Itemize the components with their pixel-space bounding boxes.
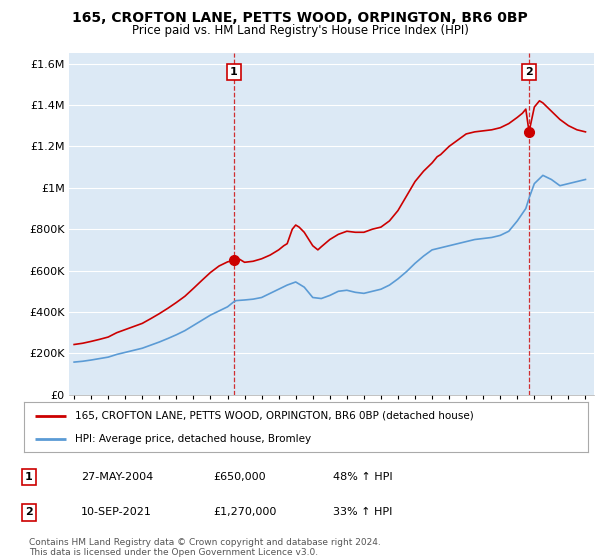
- Text: Contains HM Land Registry data © Crown copyright and database right 2024.
This d: Contains HM Land Registry data © Crown c…: [29, 538, 380, 557]
- Text: 2: 2: [525, 67, 533, 77]
- Text: 1: 1: [25, 472, 32, 482]
- Text: 1: 1: [230, 67, 238, 77]
- Text: 33% ↑ HPI: 33% ↑ HPI: [333, 507, 392, 517]
- Text: HPI: Average price, detached house, Bromley: HPI: Average price, detached house, Brom…: [75, 434, 311, 444]
- Text: 10-SEP-2021: 10-SEP-2021: [81, 507, 152, 517]
- Text: 2: 2: [25, 507, 32, 517]
- Text: £650,000: £650,000: [213, 472, 266, 482]
- Text: £1,270,000: £1,270,000: [213, 507, 277, 517]
- Text: 27-MAY-2004: 27-MAY-2004: [81, 472, 153, 482]
- Text: 165, CROFTON LANE, PETTS WOOD, ORPINGTON, BR6 0BP (detached house): 165, CROFTON LANE, PETTS WOOD, ORPINGTON…: [75, 410, 473, 421]
- Text: 48% ↑ HPI: 48% ↑ HPI: [333, 472, 392, 482]
- Text: 165, CROFTON LANE, PETTS WOOD, ORPINGTON, BR6 0BP: 165, CROFTON LANE, PETTS WOOD, ORPINGTON…: [72, 11, 528, 25]
- Text: Price paid vs. HM Land Registry's House Price Index (HPI): Price paid vs. HM Land Registry's House …: [131, 24, 469, 36]
